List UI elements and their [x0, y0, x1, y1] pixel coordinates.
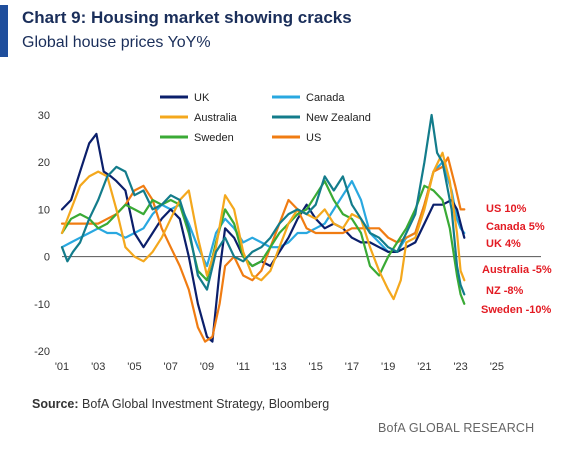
chart-title: Chart 9: Housing market showing cracks: [22, 8, 352, 27]
x-tick-label: '17: [345, 361, 359, 373]
x-tick-label: '23: [453, 361, 467, 373]
x-tick-label: '11: [236, 361, 250, 373]
chart-subtitle: Global house prices YoY%: [22, 34, 211, 51]
legend-label: Sweden: [194, 132, 234, 144]
y-tick-label: -20: [34, 346, 50, 358]
source-note: Source: BofA Global Investment Strategy,…: [32, 397, 329, 411]
x-tick-label: '13: [272, 361, 286, 373]
y-tick-label: 0: [44, 252, 50, 264]
legend-label: Australia: [194, 112, 238, 124]
source-text: BofA Global Investment Strategy, Bloombe…: [82, 397, 330, 411]
source-label: Source:: [32, 397, 79, 411]
series-line-canada: [60, 161, 466, 268]
end-value-label: US 10%: [486, 203, 527, 215]
legend-label: US: [306, 132, 321, 144]
legend-label: Canada: [306, 92, 345, 104]
y-tick-label: 20: [38, 157, 50, 169]
x-tick-label: '25: [490, 361, 504, 373]
title-accent-bar: [0, 5, 8, 57]
legend-label: UK: [194, 92, 210, 104]
x-tick-label: '03: [91, 361, 105, 373]
brand-label: BofA GLOBAL RESEARCH: [378, 421, 535, 435]
y-tick-label: 30: [38, 110, 50, 122]
series-line-australia: [60, 151, 466, 301]
x-tick-label: '01: [55, 361, 69, 373]
x-tick-label: '09: [200, 361, 214, 373]
x-tick-label: '21: [417, 361, 431, 373]
x-tick-label: '19: [381, 361, 395, 373]
x-tick-label: '05: [127, 361, 141, 373]
x-tick-label: '15: [309, 361, 323, 373]
end-value-label: Canada 5%: [486, 221, 545, 233]
y-tick-label: 10: [38, 204, 50, 216]
series-line-new-zealand: [60, 113, 466, 296]
end-value-label: NZ -8%: [486, 285, 524, 297]
x-tick-label: '07: [164, 361, 178, 373]
end-value-label: Sweden -10%: [481, 304, 552, 316]
legend-label: New Zealand: [306, 112, 371, 124]
end-value-label: UK 4%: [486, 238, 521, 250]
y-tick-label: -10: [34, 299, 50, 311]
end-value-label: Australia -5%: [482, 264, 552, 276]
series-line-sweden: [60, 180, 466, 305]
